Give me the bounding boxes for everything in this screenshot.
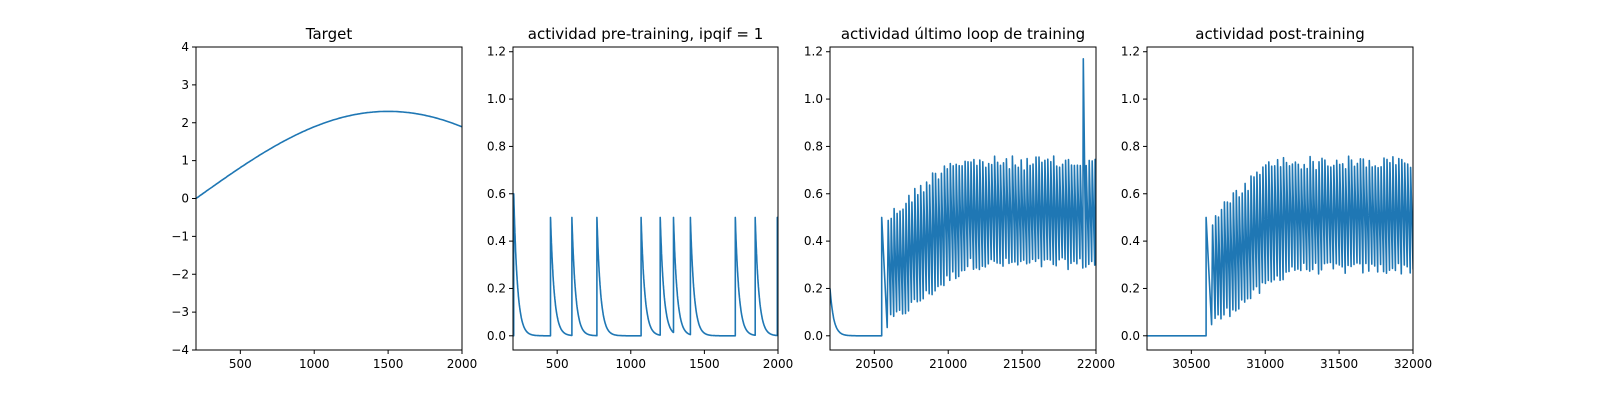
y-tick-label: 0.6 [1121,187,1140,201]
axes-frame [1146,46,1414,351]
y-tick-label: 1.2 [1121,45,1140,59]
y-tick-label: 0.0 [804,329,823,343]
x-tick-label: 1500 [373,357,404,371]
y-tick-label: 2 [181,116,189,130]
subplot-4: actividad post-training 30500 31000 31500 32… [1121,25,1432,371]
x-tick-label: 31500 [1320,357,1358,371]
axes-frame [829,46,1097,351]
subplot-title: actividad pre-training, ipqif = 1 [528,25,764,43]
subplot-1: Target 500 1000 1500 2000 −4 −3 −2 −1 0 1 2 3 4 [171,25,477,371]
x-tick-label: 2000 [763,357,794,371]
x-tick-label: 21500 [1003,357,1041,371]
y-tick-label: −2 [171,267,189,281]
y-tick-label: 0.2 [804,281,823,295]
y-tick-label: −4 [171,343,189,357]
y-tick-label: 4 [181,40,189,54]
y-tick-label: −3 [171,305,189,319]
y-tick-label: 0.6 [487,187,506,201]
subplot-2: actividad pre-training, ipqif = 1 500 1000… [487,25,793,371]
x-tick-label: 1500 [689,357,720,371]
y-tick-label: 1.0 [1121,92,1140,106]
x-tick-label: 1000 [299,357,330,371]
y-tick-label: 0.8 [1121,139,1140,153]
y-tick-label: 1.2 [804,45,823,59]
series-line-1 [830,58,1096,337]
y-tick-label: 1.2 [487,45,506,59]
y-tick-label: 1 [181,154,189,168]
x-tick-label: 1000 [616,357,647,371]
x-tick-label: 30500 [1172,357,1210,371]
subplot-title: Target [305,25,353,43]
axes-frame [195,46,463,351]
y-tick-label: 0.6 [804,187,823,201]
x-tick-label: 31000 [1246,357,1284,371]
subplot-3: actividad último loop de training 20500 21… [804,25,1115,371]
x-tick-label: 22000 [1077,357,1115,371]
x-tick-label: 500 [229,357,252,371]
series-line-1 [1147,155,1413,337]
axes-frame [512,46,779,351]
y-tick-label: 0.2 [487,281,506,295]
series-line-1 [196,110,462,200]
y-tick-label: 0.0 [487,329,506,343]
x-tick-label: 32000 [1394,357,1432,371]
x-tick-label: 2000 [447,357,478,371]
y-tick-label: 1.0 [804,92,823,106]
subplot-title: actividad post-training [1195,25,1364,43]
y-tick-label: 0.2 [1121,281,1140,295]
y-tick-label: 0.4 [804,234,823,248]
y-tick-label: 0.8 [487,139,506,153]
y-tick-label: −1 [171,229,189,243]
y-tick-label: 0.4 [1121,234,1140,248]
y-tick-label: 1.0 [487,92,506,106]
x-tick-label: 20500 [855,357,893,371]
subplot-title: actividad último loop de training [841,25,1085,43]
y-tick-label: 0.4 [487,234,506,248]
x-tick-label: 500 [546,357,569,371]
series-line-1 [513,193,778,337]
y-tick-label: 3 [181,78,189,92]
y-tick-label: 0 [181,192,189,206]
y-tick-label: 0.0 [1121,329,1140,343]
y-tick-label: 0.8 [804,139,823,153]
x-tick-label: 21000 [929,357,967,371]
